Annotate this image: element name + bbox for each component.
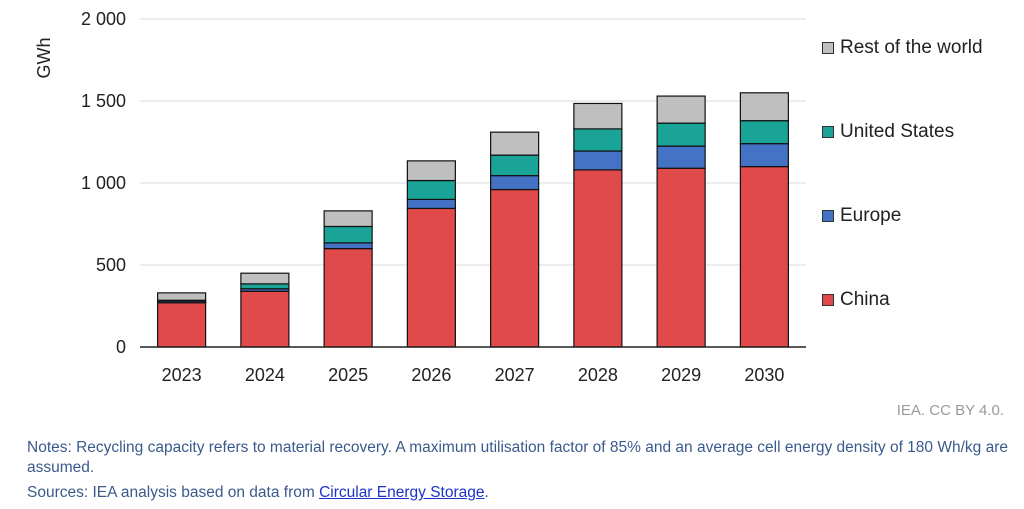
bar-segment-rest-of-the-world-2026 <box>406 160 456 182</box>
notes-text: Notes: Recycling capacity refers to mate… <box>27 439 1008 476</box>
bar-segment-europe-2025 <box>323 242 373 250</box>
bar-segment-europe-2026 <box>406 198 456 210</box>
x-tick-label: 2026 <box>411 365 451 385</box>
legend-label: United States <box>840 121 955 142</box>
bar-segment-rest-of-the-world-2027 <box>490 131 540 156</box>
y-axis-ticks: 0 500 1 000 1 500 2 000 <box>81 9 126 357</box>
bar-segment-china-2023 <box>157 302 207 348</box>
x-tick-label: 2023 <box>162 365 202 385</box>
bar-segment-united-states-2027 <box>490 154 540 177</box>
legend-label: Rest of the world <box>840 37 983 58</box>
bar-segment-united-states-2026 <box>406 179 456 200</box>
bar-segment-rest-of-the-world-2023 <box>157 292 207 301</box>
sources-suffix: . <box>484 484 489 501</box>
stacked-bar-chart: 0 500 1 000 1 500 2 000 2023 2024 2025 2026 2027… <box>34 9 806 385</box>
sources-link[interactable]: Circular Energy Storage <box>319 484 485 501</box>
bar-segment-europe-2027 <box>490 175 540 191</box>
legend-swatch <box>822 210 834 222</box>
bar-segment-china-2025 <box>323 248 373 348</box>
legend-label: Europe <box>840 205 902 226</box>
bar-segment-europe-2028 <box>573 150 623 171</box>
y-tick-label: 1 000 <box>81 173 126 193</box>
legend-item-rest-of-the-world: Rest of the world <box>822 36 983 60</box>
x-tick-label: 2028 <box>578 365 618 385</box>
bar-segment-rest-of-the-world-2030 <box>739 92 789 122</box>
bar-segment-united-states-2028 <box>573 128 623 152</box>
bar-segment-rest-of-the-world-2025 <box>323 210 373 228</box>
bar-segment-china-2029 <box>656 167 706 348</box>
legend-label: China <box>840 289 890 310</box>
x-tick-label: 2027 <box>495 365 535 385</box>
y-axis-label: GWh <box>34 37 54 78</box>
legend-swatch <box>822 126 834 138</box>
bar-segment-rest-of-the-world-2029 <box>656 95 706 124</box>
y-tick-label: 2 000 <box>81 9 126 29</box>
credit-text: IEA. CC BY 4.0. <box>896 402 1004 419</box>
bar-segment-china-2028 <box>573 169 623 348</box>
bars <box>157 92 789 348</box>
legend-item-europe: Europe <box>822 204 901 228</box>
bar-segment-united-states-2024 <box>240 283 290 290</box>
legend-swatch <box>822 42 834 54</box>
bar-segment-europe-2029 <box>656 145 706 169</box>
sources-text: Sources: IEA analysis based on data from… <box>27 484 489 502</box>
legend-item-united-states: United States <box>822 120 954 144</box>
y-tick-label: 0 <box>116 337 126 357</box>
sources-prefix: Sources: IEA analysis based on data from <box>27 484 320 501</box>
bar-segment-china-2030 <box>739 166 789 348</box>
x-tick-label: 2024 <box>245 365 285 385</box>
bar-segment-china-2027 <box>490 188 540 348</box>
legend-swatch <box>822 294 834 306</box>
bar-segment-united-states-2030 <box>739 120 789 145</box>
bar-segment-china-2024 <box>240 290 290 348</box>
bar-segment-rest-of-the-world-2028 <box>573 102 623 130</box>
y-tick-label: 500 <box>96 255 126 275</box>
bar-segment-united-states-2029 <box>656 122 706 147</box>
y-tick-label: 1 500 <box>81 91 126 111</box>
bar-segment-china-2026 <box>406 207 456 348</box>
legend-item-china: China <box>822 288 890 312</box>
x-tick-label: 2030 <box>744 365 784 385</box>
gridlines <box>140 18 806 266</box>
bar-segment-europe-2030 <box>739 143 789 168</box>
x-axis-ticks: 2023 2024 2025 2026 2027 2028 2029 2030 <box>162 365 785 385</box>
bar-segment-united-states-2025 <box>323 225 373 244</box>
x-tick-label: 2029 <box>661 365 701 385</box>
x-tick-label: 2025 <box>328 365 368 385</box>
bar-segment-rest-of-the-world-2024 <box>240 272 290 285</box>
